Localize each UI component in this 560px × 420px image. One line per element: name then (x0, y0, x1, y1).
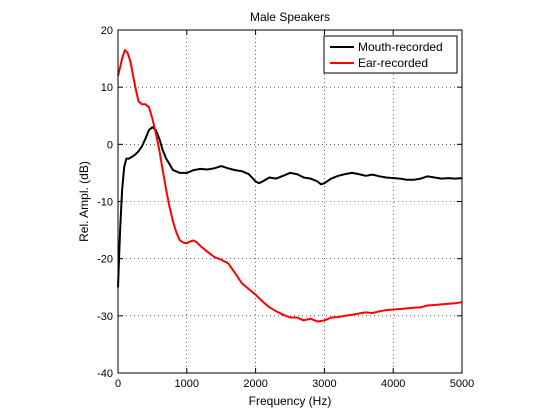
x-tick-label: 0 (115, 378, 121, 390)
x-tick-label: 3000 (312, 378, 336, 390)
y-tick-label: 0 (107, 139, 113, 151)
x-tick-label: 2000 (243, 378, 267, 390)
y-tick-label: 20 (101, 25, 113, 37)
x-axis-label: Frequency (Hz) (249, 394, 332, 408)
x-tick-label: 1000 (175, 378, 199, 390)
x-tick-label: 4000 (381, 378, 405, 390)
y-tick-label: -20 (97, 254, 113, 266)
series-line-ear-recorded (117, 49, 463, 323)
legend: Mouth-recorded Ear-recorded (323, 35, 458, 74)
x-tick-label: 5000 (450, 378, 474, 390)
y-tick-label: 10 (101, 82, 113, 94)
y-tick-label: -10 (97, 197, 113, 209)
grid (118, 30, 462, 373)
chart-title: Male Speakers (250, 10, 330, 24)
y-tick-label: -40 (97, 368, 113, 380)
series-layer (117, 49, 463, 323)
y-axis-label: Rel. Ampl. (dB) (77, 161, 91, 242)
series-line-mouth-recorded (117, 126, 463, 288)
tick-labels: 0 1000 2000 3000 4000 5000 -40 -30 -20 -10 0 10 20 (97, 25, 474, 390)
legend-label-mouth-recorded: Mouth-recorded (358, 40, 443, 54)
y-tick-label: -30 (97, 311, 113, 323)
legend-box (323, 35, 458, 74)
ticks (117, 29, 463, 374)
legend-label-ear-recorded: Ear-recorded (358, 56, 428, 70)
